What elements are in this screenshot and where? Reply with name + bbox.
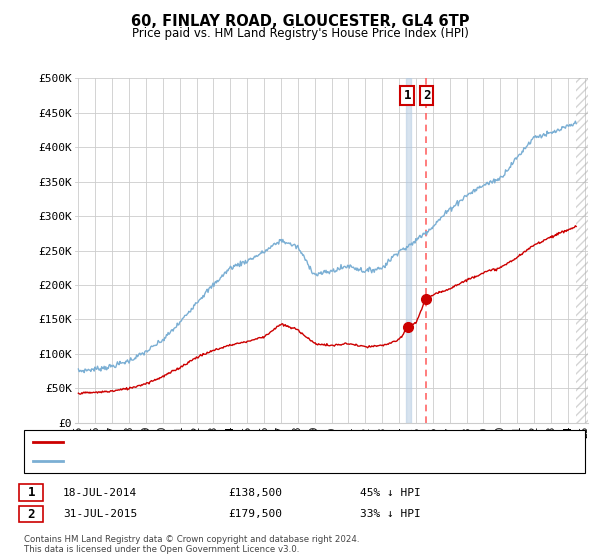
Bar [576, 78, 588, 423]
Bar [576, 78, 588, 423]
Text: Price paid vs. HM Land Registry's House Price Index (HPI): Price paid vs. HM Land Registry's House … [131, 27, 469, 40]
Text: 60, FINLAY ROAD, GLOUCESTER, GL4 6TP (detached house): 60, FINLAY ROAD, GLOUCESTER, GL4 6TP (de… [70, 437, 379, 447]
Text: Contains HM Land Registry data © Crown copyright and database right 2024.
This d: Contains HM Land Registry data © Crown c… [24, 535, 359, 554]
Text: HPI: Average price, detached house, Gloucester: HPI: Average price, detached house, Glou… [70, 456, 320, 466]
Text: £138,500: £138,500 [228, 488, 282, 498]
Text: 2: 2 [423, 89, 430, 102]
Text: 31-JUL-2015: 31-JUL-2015 [63, 509, 137, 519]
Text: 1: 1 [28, 486, 35, 500]
Text: 33% ↓ HPI: 33% ↓ HPI [360, 509, 421, 519]
Text: 2: 2 [28, 507, 35, 521]
Text: 60, FINLAY ROAD, GLOUCESTER, GL4 6TP: 60, FINLAY ROAD, GLOUCESTER, GL4 6TP [131, 14, 469, 29]
Text: 1: 1 [404, 89, 411, 102]
Text: 45% ↓ HPI: 45% ↓ HPI [360, 488, 421, 498]
Text: 18-JUL-2014: 18-JUL-2014 [63, 488, 137, 498]
Bar [406, 78, 410, 423]
Text: £179,500: £179,500 [228, 509, 282, 519]
